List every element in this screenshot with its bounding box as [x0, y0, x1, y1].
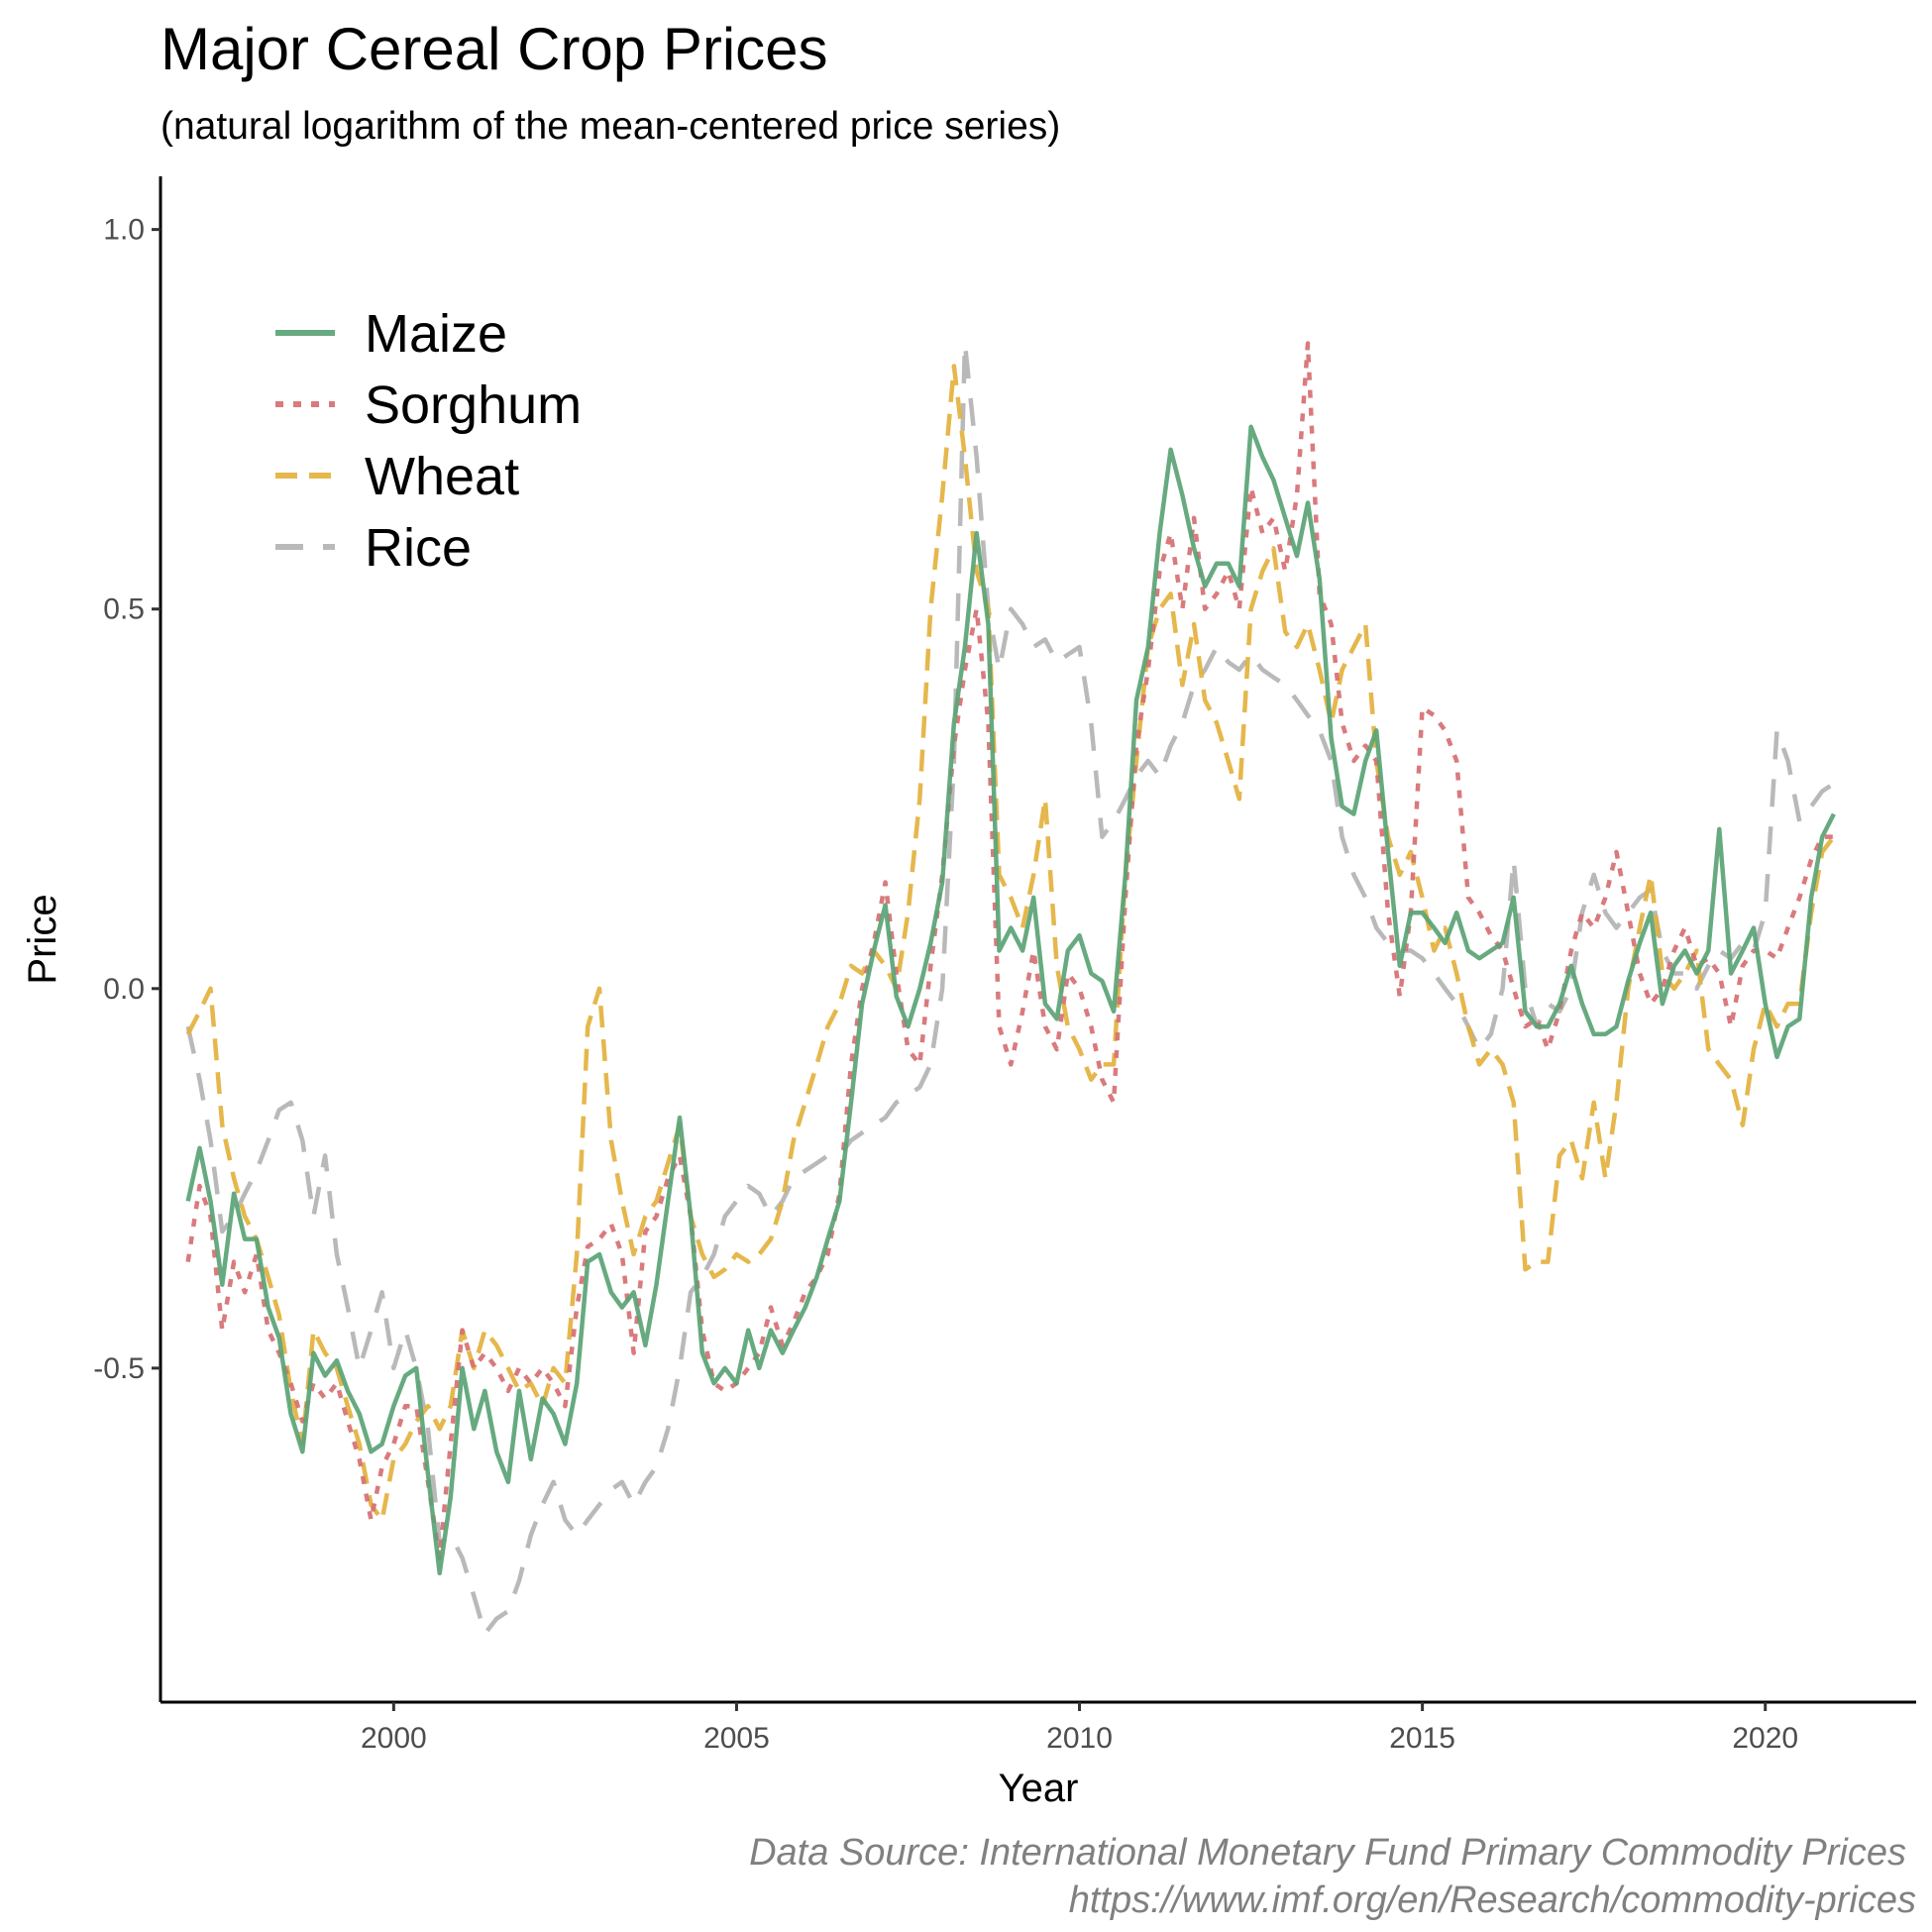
- x-ticks: 2000 2005 2010 2015 2020: [361, 1702, 1798, 1755]
- legend-label-sorghum: Sorghum: [365, 376, 582, 435]
- y-axis-title: Price: [21, 894, 64, 984]
- chart-subtitle: (natural logarithm of the mean-centered …: [161, 105, 1060, 148]
- x-tick-label: 2015: [1389, 1722, 1455, 1755]
- series-layer: [185, 341, 1836, 1637]
- legend-label-maize: Maize: [365, 304, 507, 364]
- legend-label-wheat: Wheat: [365, 447, 519, 506]
- legend-label-rice: Rice: [365, 518, 472, 578]
- y-tick-label: 1.0: [103, 214, 145, 247]
- x-tick-label: 2000: [361, 1722, 427, 1755]
- series-line-rice: [185, 341, 1836, 1637]
- series-line-maize: [185, 424, 1836, 1576]
- x-tick-label: 2005: [703, 1722, 770, 1755]
- x-axis-title: Year: [999, 1767, 1079, 1810]
- y-ticks: -0.5 0.0 0.5 1.0: [93, 214, 161, 1385]
- chart-title: Major Cereal Crop Prices: [161, 16, 828, 82]
- y-tick-label: 0.5: [103, 593, 145, 626]
- y-tick-label: 0.0: [103, 973, 145, 1006]
- y-tick-label: -0.5: [93, 1352, 145, 1385]
- x-tick-label: 2010: [1046, 1722, 1113, 1755]
- caption-source: Data Source: International Monetary Fund…: [749, 1832, 1906, 1874]
- series-line-sorghum: [185, 341, 1834, 1560]
- legend: Maize Sorghum Wheat Rice: [275, 304, 582, 578]
- caption-url: https://www.imf.org/en/Research/commodit…: [1069, 1879, 1916, 1921]
- x-tick-label: 2020: [1732, 1722, 1798, 1755]
